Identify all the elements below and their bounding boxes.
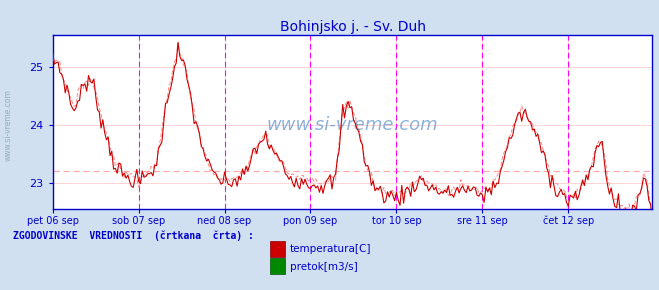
- Text: www.si-vreme.com: www.si-vreme.com: [267, 116, 438, 134]
- Text: temperatura[C]: temperatura[C]: [290, 244, 372, 254]
- Text: www.si-vreme.com: www.si-vreme.com: [4, 89, 13, 161]
- Text: ZGODOVINSKE  VREDNOSTI  (črtkana  črta) :: ZGODOVINSKE VREDNOSTI (črtkana črta) :: [13, 231, 254, 241]
- Text: pretok[m3/s]: pretok[m3/s]: [290, 262, 358, 272]
- Title: Bohinjsko j. - Sv. Duh: Bohinjsko j. - Sv. Duh: [279, 20, 426, 34]
